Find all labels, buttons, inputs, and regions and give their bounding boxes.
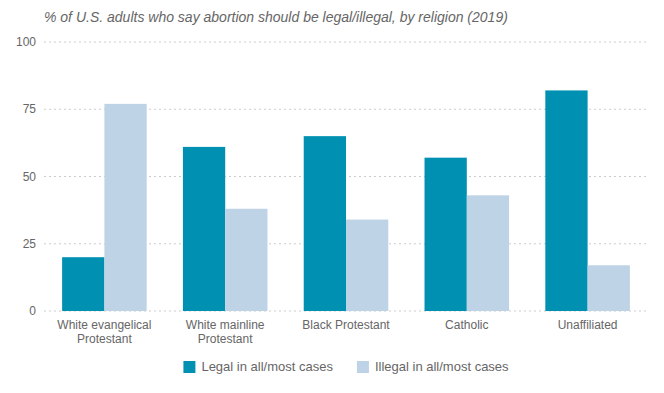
legend-swatch <box>183 361 195 373</box>
bar <box>183 147 225 311</box>
bars <box>62 90 630 311</box>
bar <box>225 209 267 311</box>
bar <box>545 90 587 311</box>
x-tick-label: White evangelicalProtestant <box>57 318 151 346</box>
legend: Legal in all/most cases Illegal in all/mo… <box>183 359 509 374</box>
x-tick-label-line: Unaffiliated <box>558 318 618 332</box>
x-tick-label-line: Black Protestant <box>302 318 390 332</box>
bar <box>62 257 104 311</box>
grid-line <box>44 42 648 43</box>
x-tick-label-line: Protestant <box>77 332 132 346</box>
y-tick-label: 75 <box>23 102 37 116</box>
chart: % of U.S. adults who say abortion should… <box>0 0 664 393</box>
legend-label: Legal in all/most cases <box>201 359 333 374</box>
x-tick-label-line: Catholic <box>445 318 488 332</box>
bar <box>346 220 388 311</box>
bar <box>304 136 346 311</box>
x-tick-label: White mainlineProtestant <box>186 318 265 346</box>
legend-swatch <box>357 361 369 373</box>
x-tick-label: Unaffiliated <box>558 318 618 332</box>
y-tick-label: 25 <box>23 237 37 251</box>
legend-label: Illegal in all/most cases <box>375 359 509 374</box>
bar <box>425 158 467 311</box>
title: % of U.S. adults who say abortion should… <box>44 9 508 25</box>
bar <box>467 195 509 311</box>
x-tick-label-line: White mainline <box>186 318 265 332</box>
y-tick-label: 100 <box>16 35 36 49</box>
x-tick-label-line: White evangelical <box>57 318 151 332</box>
grid <box>44 42 648 311</box>
y-tick-label: 50 <box>23 170 37 184</box>
x-tick-label: Catholic <box>445 318 488 332</box>
bar <box>588 265 630 311</box>
bar <box>104 104 146 311</box>
x-tick-label: Black Protestant <box>302 318 390 332</box>
y-tick-label: 0 <box>29 304 36 318</box>
x-tick-label-line: Protestant <box>198 332 253 346</box>
